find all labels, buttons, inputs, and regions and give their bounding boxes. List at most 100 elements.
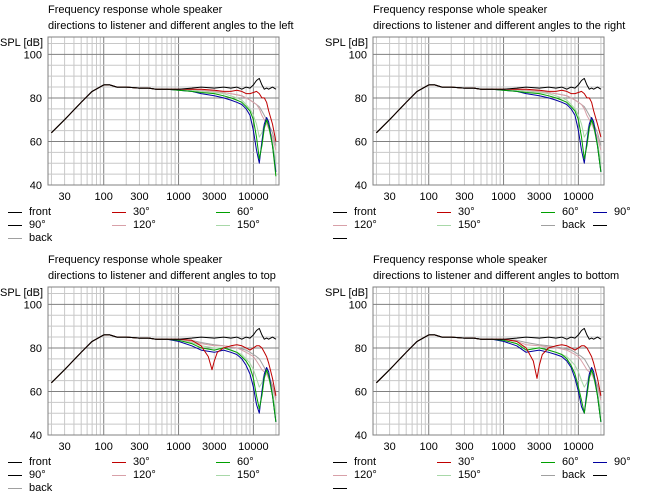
legend-label: back: [562, 219, 586, 231]
legend-label: 30°: [133, 456, 150, 468]
legend-label: 120°: [133, 219, 156, 231]
legend-label: 60°: [237, 456, 254, 468]
x-tick-label: 30: [383, 191, 395, 203]
legend-swatch: [216, 475, 230, 476]
legend-label: 60°: [562, 456, 579, 468]
y-tick-label: 60: [355, 386, 367, 398]
plot-frame: [47, 286, 280, 436]
legend-swatch: [8, 475, 22, 476]
legend-swatch: [541, 475, 555, 476]
plot-background: [373, 37, 604, 185]
legend-swatch: [333, 238, 347, 239]
legend-swatch: [8, 225, 22, 226]
legend-swatch: [333, 475, 347, 476]
x-tick-label: 3000: [527, 441, 551, 453]
x-tick-label: 10000: [563, 191, 594, 203]
series-line-front: [51, 327, 277, 384]
legend-label: 30°: [458, 456, 475, 468]
y-tick-label: 80: [355, 93, 367, 105]
chart-subtitle: directions to listener and different ang…: [373, 20, 626, 32]
legend-label: front: [354, 206, 377, 218]
legend-label: 150°: [237, 469, 260, 481]
y-tick-label: 80: [30, 343, 42, 355]
y-tick-label: 80: [30, 93, 42, 105]
x-tick-label: 1000: [491, 441, 515, 453]
x-tick-label: 1000: [491, 191, 515, 203]
legend-label: 120°: [354, 219, 377, 231]
x-tick-label: 100: [420, 441, 438, 453]
legend-label: front: [354, 456, 377, 468]
legend-label: 90°: [29, 469, 46, 481]
y-tick-label: 80: [355, 343, 367, 355]
legend-swatch: [216, 225, 230, 226]
chart-subtitle: directions to listener and different ang…: [48, 20, 294, 32]
y-tick-label: 100: [24, 49, 42, 61]
plot-frame: [47, 36, 280, 186]
plot-frame: [372, 286, 605, 436]
y-tick-label: 40: [355, 180, 367, 192]
legend-swatch: [437, 225, 451, 226]
chart-title: Frequency response whole speaker: [373, 254, 548, 266]
y-tick-label: 40: [355, 430, 367, 442]
y-tick-label: 100: [24, 299, 42, 311]
plot-frame: [372, 36, 605, 186]
x-tick-label: 100: [95, 441, 113, 453]
legend-swatch: [541, 225, 555, 226]
plot-background: [48, 37, 279, 185]
x-tick-label: 30: [58, 441, 70, 453]
series-line-front: [376, 327, 602, 384]
legend-label: 90°: [614, 206, 631, 218]
chart-subtitle: directions to listener and different ang…: [48, 270, 276, 282]
legend-label: 90°: [29, 219, 46, 231]
legend-swatch: [437, 475, 451, 476]
legend-swatch: [593, 475, 607, 476]
x-tick-label: 10000: [563, 441, 594, 453]
chart-title: Frequency response whole speaker: [48, 254, 223, 266]
legend-label: 90°: [614, 456, 631, 468]
legend-swatch: [216, 212, 230, 213]
legend-swatch: [112, 212, 126, 213]
legend-label: 150°: [458, 219, 481, 231]
x-tick-label: 300: [130, 191, 148, 203]
series-line-front: [376, 77, 602, 134]
legend-label: back: [29, 482, 53, 494]
y-axis-label: SPL [dB]: [325, 37, 369, 49]
grid: [48, 37, 279, 186]
chart-title: Frequency response whole speaker: [373, 4, 548, 16]
legend-swatch: [437, 212, 451, 213]
legend-label: front: [29, 206, 52, 218]
legend-label: 30°: [458, 206, 475, 218]
legend-swatch: [216, 462, 230, 463]
x-tick-label: 100: [420, 191, 438, 203]
legend-label: 60°: [237, 206, 254, 218]
chart-panel-left: Frequency response whole speaker directi…: [0, 0, 325, 248]
x-tick-label: 10000: [238, 441, 269, 453]
legend-swatch: [8, 238, 22, 239]
plot-area: 40 60 80 100 30 100 300 1000 3000 10000: [24, 36, 280, 203]
plot-background: [48, 287, 279, 435]
chart-panel-right: Frequency response whole speaker directi…: [325, 0, 650, 248]
legend-label: 120°: [133, 469, 156, 481]
legend-swatch: [112, 475, 126, 476]
chart-panel-top: Frequency response whole speaker directi…: [0, 250, 325, 498]
legend-swatch: [437, 462, 451, 463]
legend-swatch: [333, 212, 347, 213]
legend-swatch: [541, 462, 555, 463]
y-axis-label: SPL [dB]: [325, 287, 369, 299]
legend: front 30° 60° 90° 120° 150° back: [0, 206, 325, 248]
legend-swatch: [541, 212, 555, 213]
legend-swatch: [593, 212, 607, 213]
legend-label: 150°: [458, 469, 481, 481]
y-axis-label: SPL [dB]: [0, 287, 44, 299]
x-tick-label: 3000: [527, 191, 551, 203]
legend-swatch: [112, 462, 126, 463]
x-tick-label: 100: [95, 191, 113, 203]
y-tick-label: 40: [30, 180, 42, 192]
legend-swatch: [8, 212, 22, 213]
grid: [373, 37, 604, 186]
chart-panel-bottom: Frequency response whole speaker directi…: [325, 250, 650, 498]
series-line-front: [51, 77, 277, 134]
legend-swatch: [8, 488, 22, 489]
legend: front 30° 60° 90° 120° 150° back: [325, 206, 650, 248]
x-tick-label: 10000: [238, 191, 269, 203]
